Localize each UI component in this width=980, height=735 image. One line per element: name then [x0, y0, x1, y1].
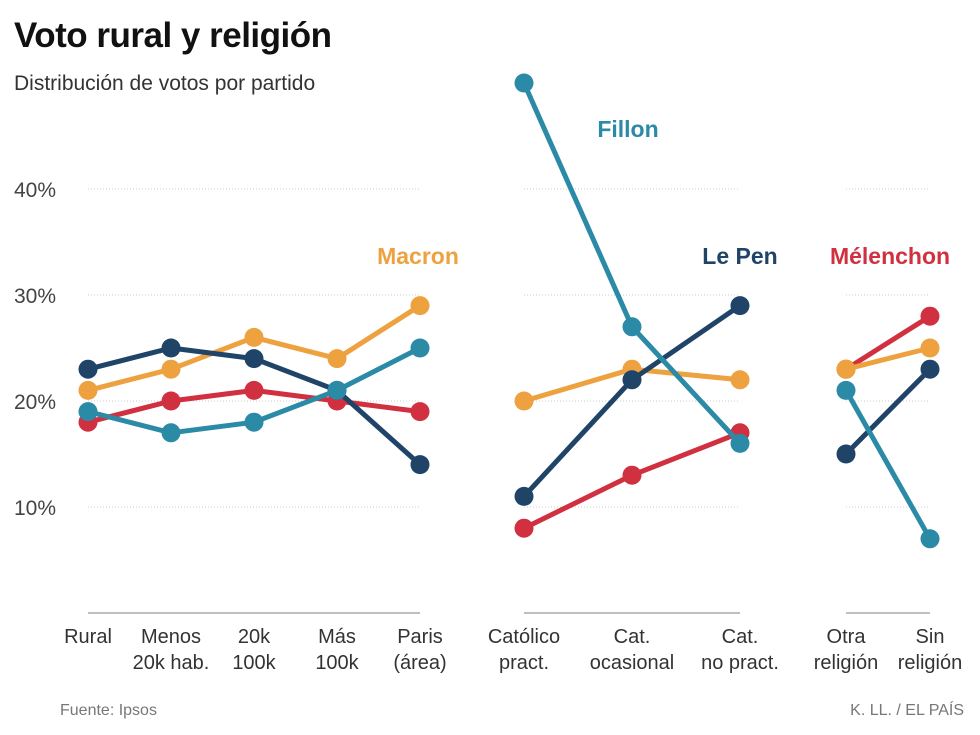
series-label-le-pen: Le Pen — [702, 243, 777, 269]
chart-subtitle: Distribución de votos por partido — [14, 72, 316, 95]
data-point-le-pen — [836, 444, 856, 464]
data-point-le-pen — [244, 349, 264, 369]
series-line-le-pen — [843, 366, 933, 457]
series-label-macron: Macron — [377, 243, 459, 269]
x-tick-label: Cat. no pract. — [701, 626, 779, 674]
data-point-melenchon — [410, 402, 430, 422]
data-point-le-pen — [920, 359, 940, 379]
data-point-fillon — [161, 423, 181, 443]
y-tick-label: 20% — [14, 391, 56, 414]
data-point-macron — [730, 370, 750, 390]
x-tick-label: Rural — [64, 626, 112, 648]
data-point-fillon — [78, 402, 98, 422]
x-tick-label: Paris (área) — [393, 626, 446, 674]
data-point-melenchon — [622, 465, 642, 485]
chart-title: Voto rural y religión — [14, 16, 332, 55]
data-point-melenchon — [514, 518, 534, 538]
data-point-le-pen — [78, 359, 98, 379]
data-point-fillon — [327, 380, 347, 400]
series-line-fillon — [843, 387, 933, 542]
series-line-macron — [843, 345, 933, 372]
series-label-fillon: Fillon — [597, 116, 658, 142]
data-point-melenchon — [161, 391, 181, 411]
series-line-macron — [85, 303, 423, 393]
data-point-melenchon — [244, 380, 264, 400]
data-point-macron — [78, 380, 98, 400]
y-tick-label: 30% — [14, 285, 56, 308]
y-tick-label: 10% — [14, 497, 56, 520]
x-tick-label: Otra religión — [814, 626, 878, 674]
y-tick-label: 40% — [14, 179, 56, 202]
data-point-le-pen — [730, 296, 750, 316]
x-tick-label: Sin religión — [898, 626, 962, 674]
credit-note: K. LL. / EL PAÍS — [850, 702, 964, 719]
data-point-macron — [514, 391, 534, 411]
data-point-fillon — [836, 380, 856, 400]
data-point-macron — [161, 359, 181, 379]
x-tick-label: Más 100k — [315, 626, 359, 674]
data-point-melenchon — [920, 306, 940, 326]
data-point-le-pen — [514, 486, 534, 506]
x-tick-label: Menos 20k hab. — [133, 626, 210, 674]
series-line-melenchon — [843, 313, 933, 372]
data-point-fillon — [514, 73, 534, 93]
data-point-macron — [836, 359, 856, 379]
data-point-macron — [244, 327, 264, 347]
x-tick-label: 20k 100k — [232, 626, 276, 674]
data-point-fillon — [920, 529, 940, 549]
data-point-fillon — [244, 412, 264, 432]
data-point-macron — [410, 296, 430, 316]
data-point-fillon — [410, 338, 430, 358]
data-point-le-pen — [622, 370, 642, 390]
data-point-le-pen — [161, 338, 181, 358]
data-point-macron — [920, 338, 940, 358]
x-tick-label: Cat. ocasional — [590, 626, 675, 674]
data-point-macron — [327, 349, 347, 369]
source-note: Fuente: Ipsos — [60, 702, 157, 719]
data-point-le-pen — [410, 455, 430, 475]
data-point-fillon — [730, 433, 750, 453]
series-label-melenchon: Mélenchon — [830, 243, 950, 269]
x-tick-label: Católico pract. — [488, 626, 560, 674]
data-point-fillon — [622, 317, 642, 337]
